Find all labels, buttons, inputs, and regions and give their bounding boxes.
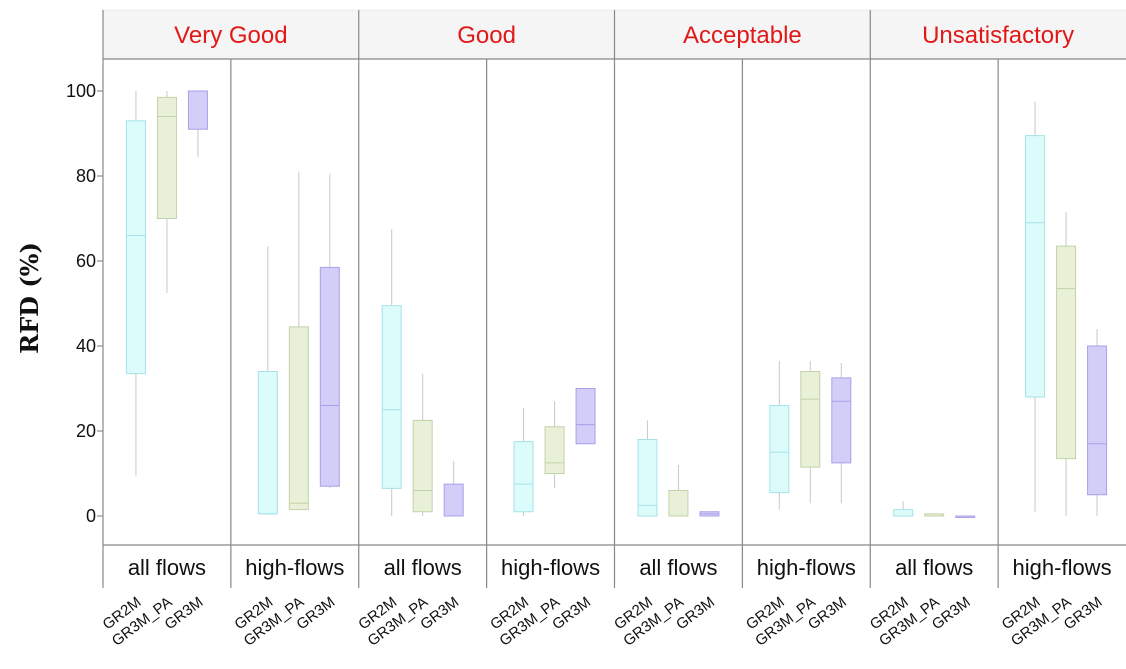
box-gr3m	[831, 363, 852, 504]
flow-group-label: high-flows	[501, 555, 600, 580]
flow-group-label: all flows	[384, 555, 462, 580]
box-body	[513, 441, 534, 513]
box-body	[1056, 245, 1077, 460]
box-gr2m	[893, 501, 914, 517]
panel-frames	[102, 9, 1126, 588]
box-gr3m	[187, 90, 208, 157]
y-tick-label: 0	[86, 506, 96, 526]
flow-group-label: high-flows	[757, 555, 856, 580]
box-body	[769, 405, 790, 494]
box-body	[412, 419, 433, 513]
box-body	[544, 426, 565, 474]
box-body	[831, 377, 852, 464]
box-series	[125, 90, 1108, 518]
box-gr3m-pa	[800, 360, 821, 504]
box-gr2m	[257, 246, 278, 515]
category-header: Good	[457, 22, 516, 49]
category-header: Very Good	[174, 22, 287, 49]
y-tick-label: 80	[76, 166, 96, 186]
box-gr3m-pa	[544, 401, 565, 489]
y-tick-label: 100	[66, 81, 96, 101]
box-gr3m-pa	[412, 373, 433, 516]
y-axis: 0 20 40 60 80 100	[66, 81, 103, 526]
flow-group-strips: all flows high-flows all flows high-flows al…	[128, 555, 1112, 580]
box-body	[381, 305, 402, 489]
box-body	[187, 90, 208, 130]
box-gr3m	[443, 460, 464, 517]
box-body	[668, 490, 689, 517]
box-gr2m	[1025, 101, 1046, 512]
box-body	[257, 371, 278, 515]
box-body	[1087, 345, 1108, 496]
flow-group-label: all flows	[128, 555, 206, 580]
box-body	[575, 388, 596, 445]
box-body	[125, 120, 146, 375]
box-body	[319, 266, 340, 487]
box-gr3m	[319, 173, 340, 489]
flow-group-label: high-flows	[245, 555, 344, 580]
box-gr3m	[699, 511, 720, 517]
category-header: Unsatisfactory	[922, 22, 1074, 49]
box-gr3m-pa	[668, 465, 689, 517]
box-body	[156, 96, 177, 219]
box-body	[800, 371, 821, 468]
box-gr2m	[769, 360, 790, 510]
box-body	[443, 483, 464, 517]
flow-group-label: high-flows	[1013, 555, 1112, 580]
y-tick-label: 40	[76, 336, 96, 356]
box-body	[288, 326, 309, 511]
box-gr3m-pa	[288, 171, 309, 511]
box-gr2m	[637, 420, 658, 517]
box-gr2m	[513, 407, 534, 516]
box-gr3m	[1087, 329, 1108, 516]
box-gr3m-pa	[156, 91, 177, 293]
box-body	[1025, 135, 1046, 398]
box-gr3m-pa	[924, 513, 945, 517]
category-header: Acceptable	[683, 22, 802, 49]
box-gr2m	[381, 229, 402, 516]
box-body	[893, 509, 914, 517]
flow-group-label: all flows	[895, 555, 973, 580]
y-axis-label: RFD (%)	[15, 242, 44, 354]
box-gr3m-pa	[1056, 212, 1077, 516]
box-gr2m	[125, 91, 146, 476]
box-gr3m	[955, 515, 976, 518]
category-headers: Very Good Good Acceptable Unsatisfactory	[174, 22, 1074, 49]
box-body	[637, 439, 658, 517]
box-gr3m	[575, 388, 596, 445]
y-tick-label: 60	[76, 251, 96, 271]
flow-group-label: all flows	[639, 555, 717, 580]
y-tick-label: 20	[76, 421, 96, 441]
